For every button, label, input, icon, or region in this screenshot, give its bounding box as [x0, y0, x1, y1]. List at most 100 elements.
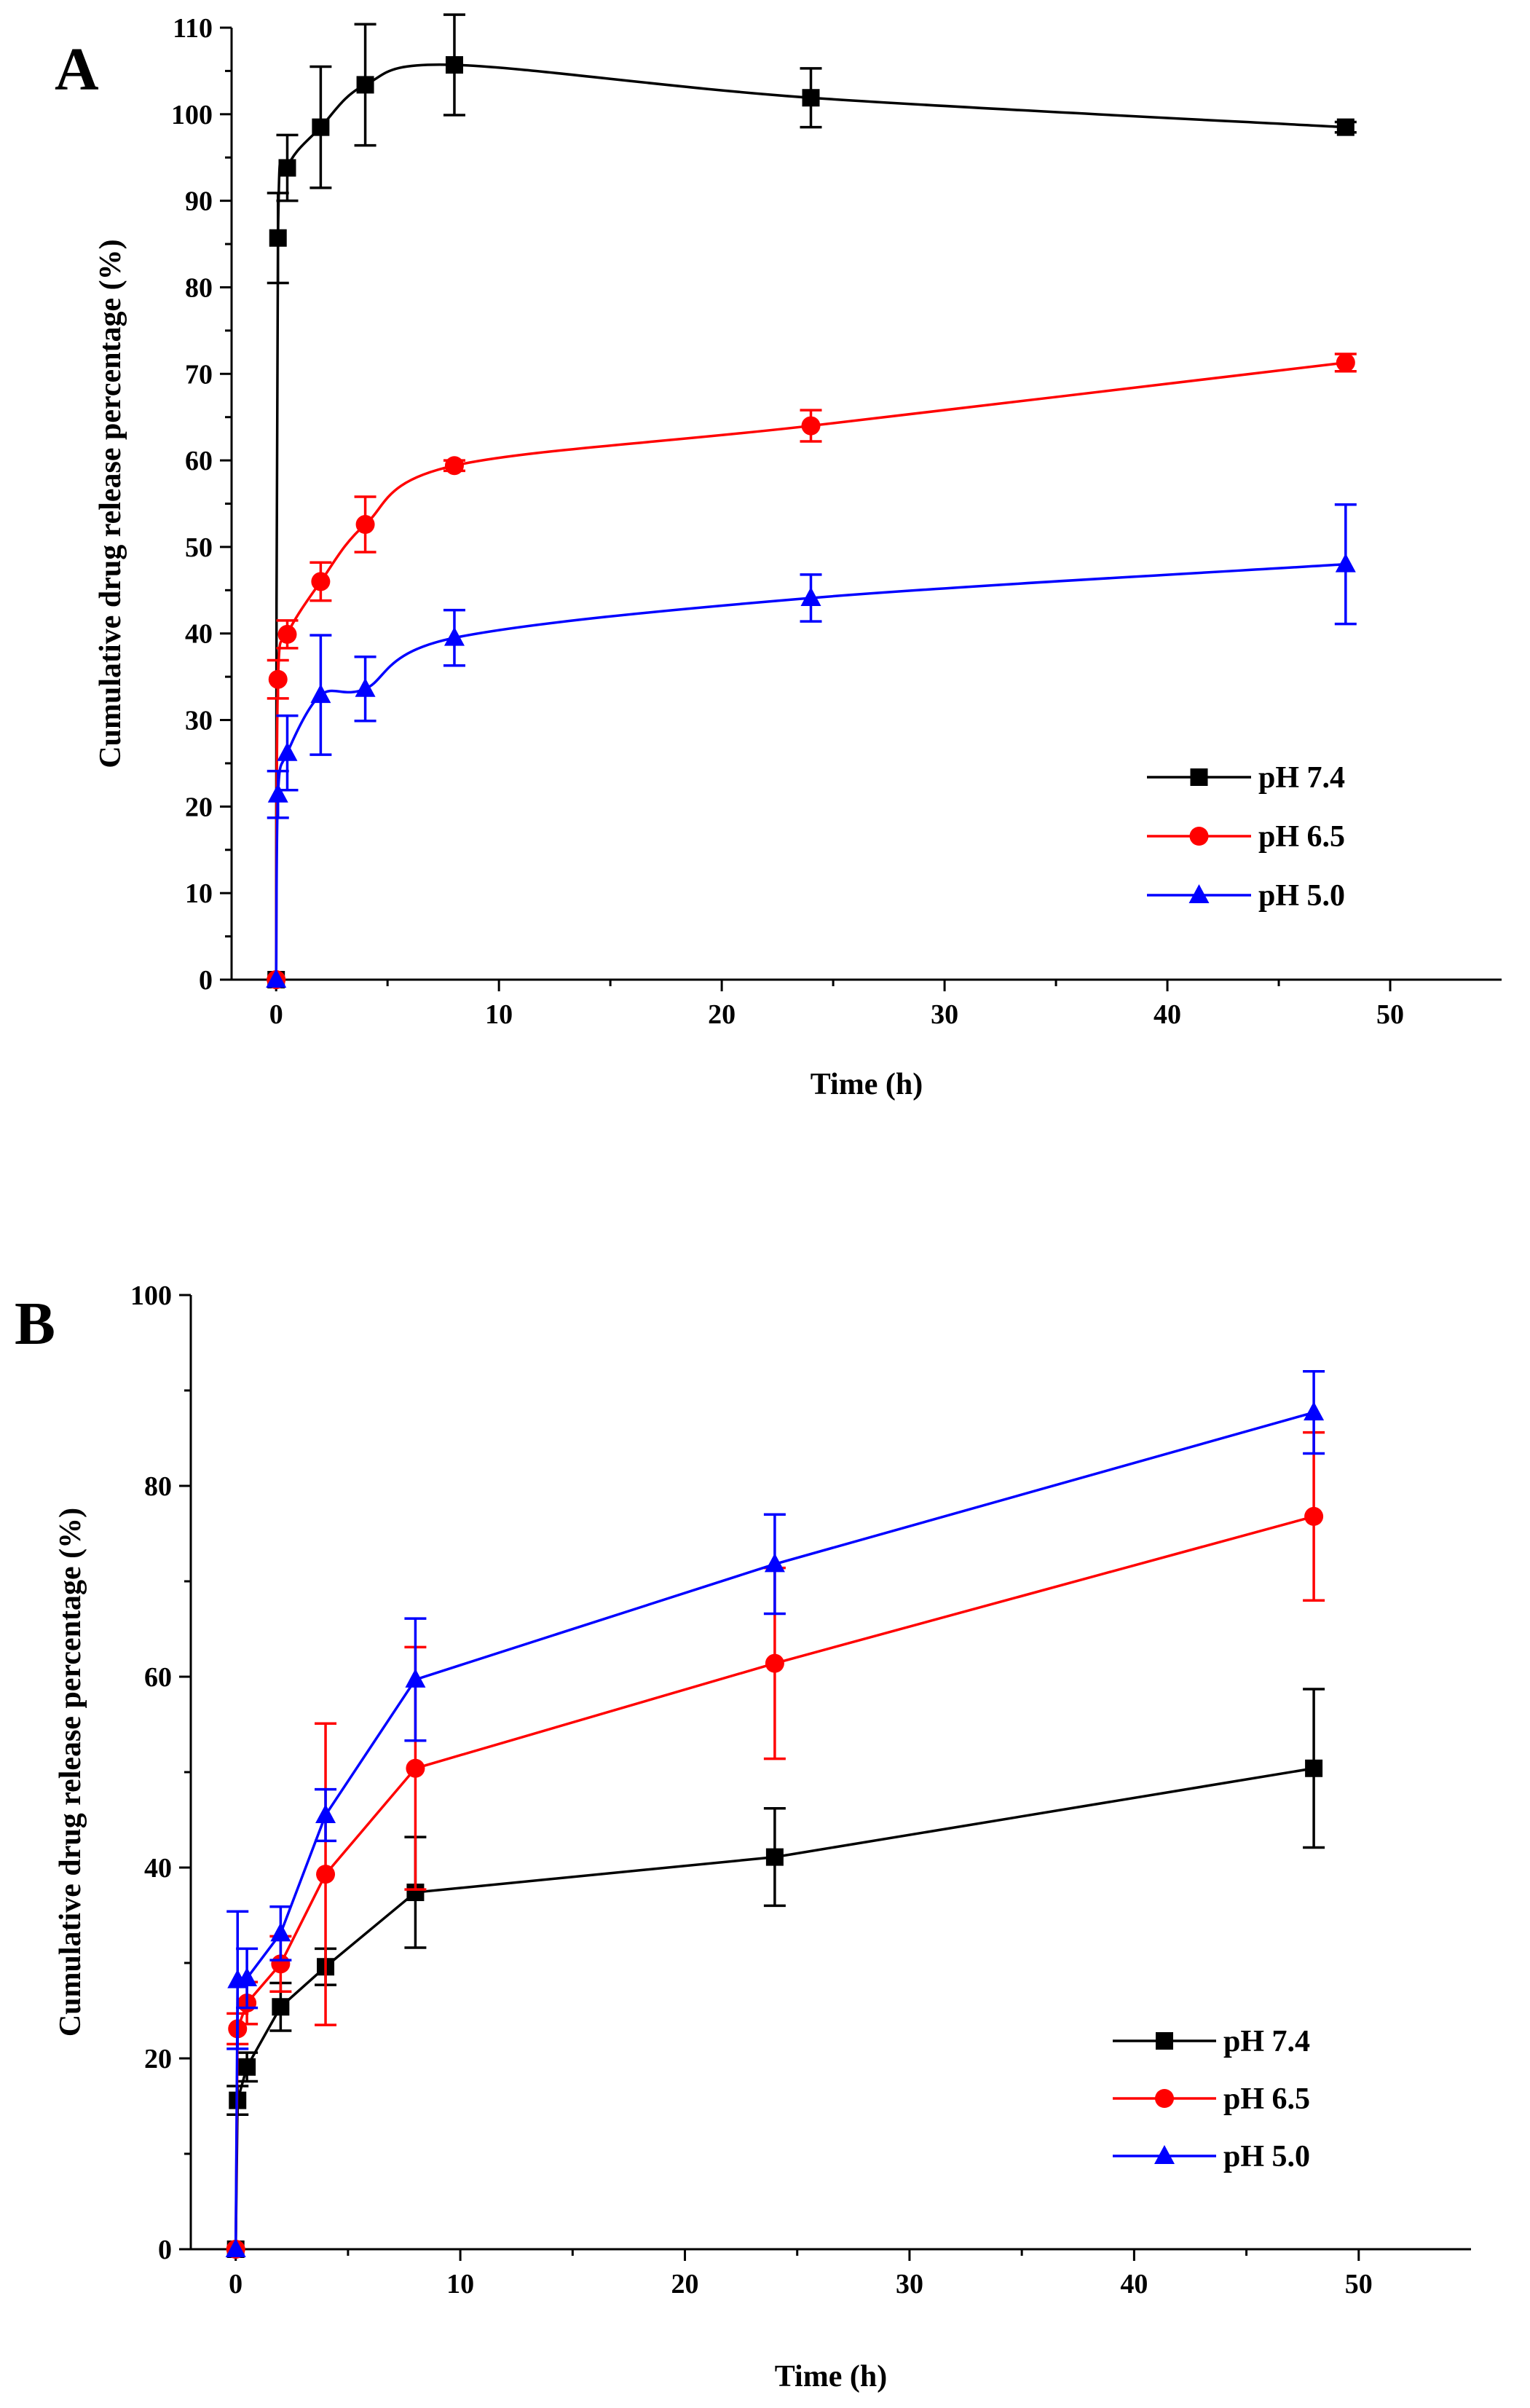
series-ph-74: [267, 13, 1357, 988]
data-point: [1335, 553, 1356, 573]
series-line: [275, 562, 1346, 980]
data-point: [316, 1865, 336, 1884]
data-point: [801, 416, 821, 436]
x-axis-title: Time (h): [775, 2360, 887, 2393]
data-point: [405, 1668, 426, 1688]
y-axis-title: Cumulative drug release percentage (%): [94, 239, 127, 768]
y-tick-label: 0: [158, 2235, 172, 2265]
y-tick-label: 110: [173, 13, 213, 44]
data-point: [406, 1758, 425, 1778]
y-tick-label: 60: [144, 1662, 172, 1693]
y-tick-label: 80: [144, 1471, 172, 1502]
y-tick-label: 100: [171, 100, 213, 130]
data-point: [310, 684, 331, 704]
y-tick-label: 30: [185, 706, 213, 736]
data-point: [269, 229, 287, 247]
data-point: [356, 76, 374, 94]
series-line: [275, 361, 1346, 980]
data-point: [802, 89, 820, 107]
y-tick-label: 10: [185, 878, 213, 909]
legend-label: pH 7.4: [1223, 2025, 1310, 2058]
data-point: [225, 2238, 246, 2257]
legend-marker: [1188, 884, 1210, 903]
y-tick-label: 70: [185, 359, 213, 390]
data-point: [237, 1967, 258, 1986]
x-tick-label: 40: [1120, 2269, 1148, 2299]
data-point: [312, 118, 330, 136]
legend-label: pH 5.0: [1223, 2140, 1310, 2173]
x-tick-label: 20: [708, 999, 736, 1030]
legend-label: pH 7.4: [1258, 761, 1345, 795]
x-tick-label: 0: [269, 999, 283, 1030]
y-tick-label: 40: [144, 1853, 172, 1884]
x-tick-label: 40: [1154, 999, 1181, 1030]
data-point: [764, 1553, 785, 1573]
data-point: [311, 572, 331, 591]
series-ph-50: [225, 1370, 1325, 2257]
x-tick-label: 10: [485, 999, 513, 1030]
legend-marker: [1154, 2145, 1175, 2164]
data-point: [444, 456, 464, 476]
data-point: [1336, 353, 1355, 372]
x-axis-title: Time (h): [811, 1068, 923, 1101]
data-point: [765, 1653, 784, 1673]
y-tick-label: 50: [185, 532, 213, 563]
y-axis-title: Cumulative drug release percentage (%): [54, 1508, 87, 2037]
y-tick-label: 20: [144, 2044, 172, 2074]
x-tick-label: 30: [931, 999, 958, 1030]
legend-label: pH 6.5: [1223, 2082, 1310, 2116]
y-tick-label: 90: [185, 186, 213, 217]
data-point: [355, 515, 375, 535]
data-point: [268, 669, 288, 689]
legend-marker: [1189, 827, 1209, 846]
data-point: [315, 1803, 336, 1823]
y-tick-label: 40: [185, 619, 213, 650]
legend-item: pH 6.5: [1147, 820, 1345, 854]
data-point: [278, 159, 296, 177]
panel-label: A: [55, 36, 99, 103]
data-point: [445, 56, 463, 74]
chart-panel-b: B 0 20 40 60 80 100 0 10 20 30 40 50 Time (h) Cumulati…: [15, 1280, 1471, 2393]
data-point: [443, 626, 465, 646]
legend-item: pH 5.0: [1147, 879, 1345, 913]
data-point: [277, 624, 297, 644]
data-point: [272, 1998, 290, 2016]
data-point: [355, 677, 376, 697]
data-point: [1304, 1401, 1325, 1421]
x-tick-label: 20: [671, 2269, 699, 2299]
x-tick-label: 10: [446, 2269, 474, 2299]
x-tick-label: 50: [1376, 999, 1404, 1030]
axes: 0 20 40 60 80 100 0 10 20 30 40 50: [130, 1280, 1471, 2299]
data-point: [266, 969, 287, 988]
legend-marker: [1190, 768, 1208, 786]
legend-label: pH 6.5: [1258, 820, 1345, 854]
axes: 0 10 20 30 40 50 60 70 80 90 100 110 0 10 20 30 40 50: [171, 13, 1502, 1030]
series-ph-50: [266, 503, 1357, 988]
y-tick-label: 20: [185, 792, 213, 822]
chart-panel-a: A 0 10 20 30 40 50 60 70 80 90 100 110 0 10 20 30 40 50 Tim…: [55, 13, 1502, 1101]
data-point: [1305, 1759, 1323, 1777]
data-point: [1304, 1506, 1324, 1526]
series-line: [275, 63, 1346, 980]
y-tick-label: 0: [199, 965, 213, 996]
legend-item: pH 7.4: [1113, 2025, 1310, 2058]
x-tick-label: 50: [1345, 2269, 1373, 2299]
legend-marker: [1155, 2089, 1174, 2108]
series-ph-74: [226, 1688, 1325, 2258]
legend-label: pH 5.0: [1258, 879, 1345, 913]
y-tick-label: 100: [130, 1280, 172, 1311]
x-tick-label: 30: [896, 2269, 923, 2299]
legend-item: pH 6.5: [1113, 2082, 1310, 2116]
data-point: [238, 2058, 256, 2076]
data-point: [277, 741, 298, 761]
data-point: [270, 1922, 291, 1942]
data-point: [267, 783, 288, 803]
panel-label: B: [15, 1290, 55, 1358]
legend-item: pH 5.0: [1113, 2140, 1310, 2173]
data-point: [800, 587, 821, 607]
legend-item: pH 7.4: [1147, 761, 1345, 795]
y-tick-label: 60: [185, 446, 213, 476]
x-tick-label: 0: [229, 2269, 242, 2299]
data-point: [1336, 118, 1354, 136]
